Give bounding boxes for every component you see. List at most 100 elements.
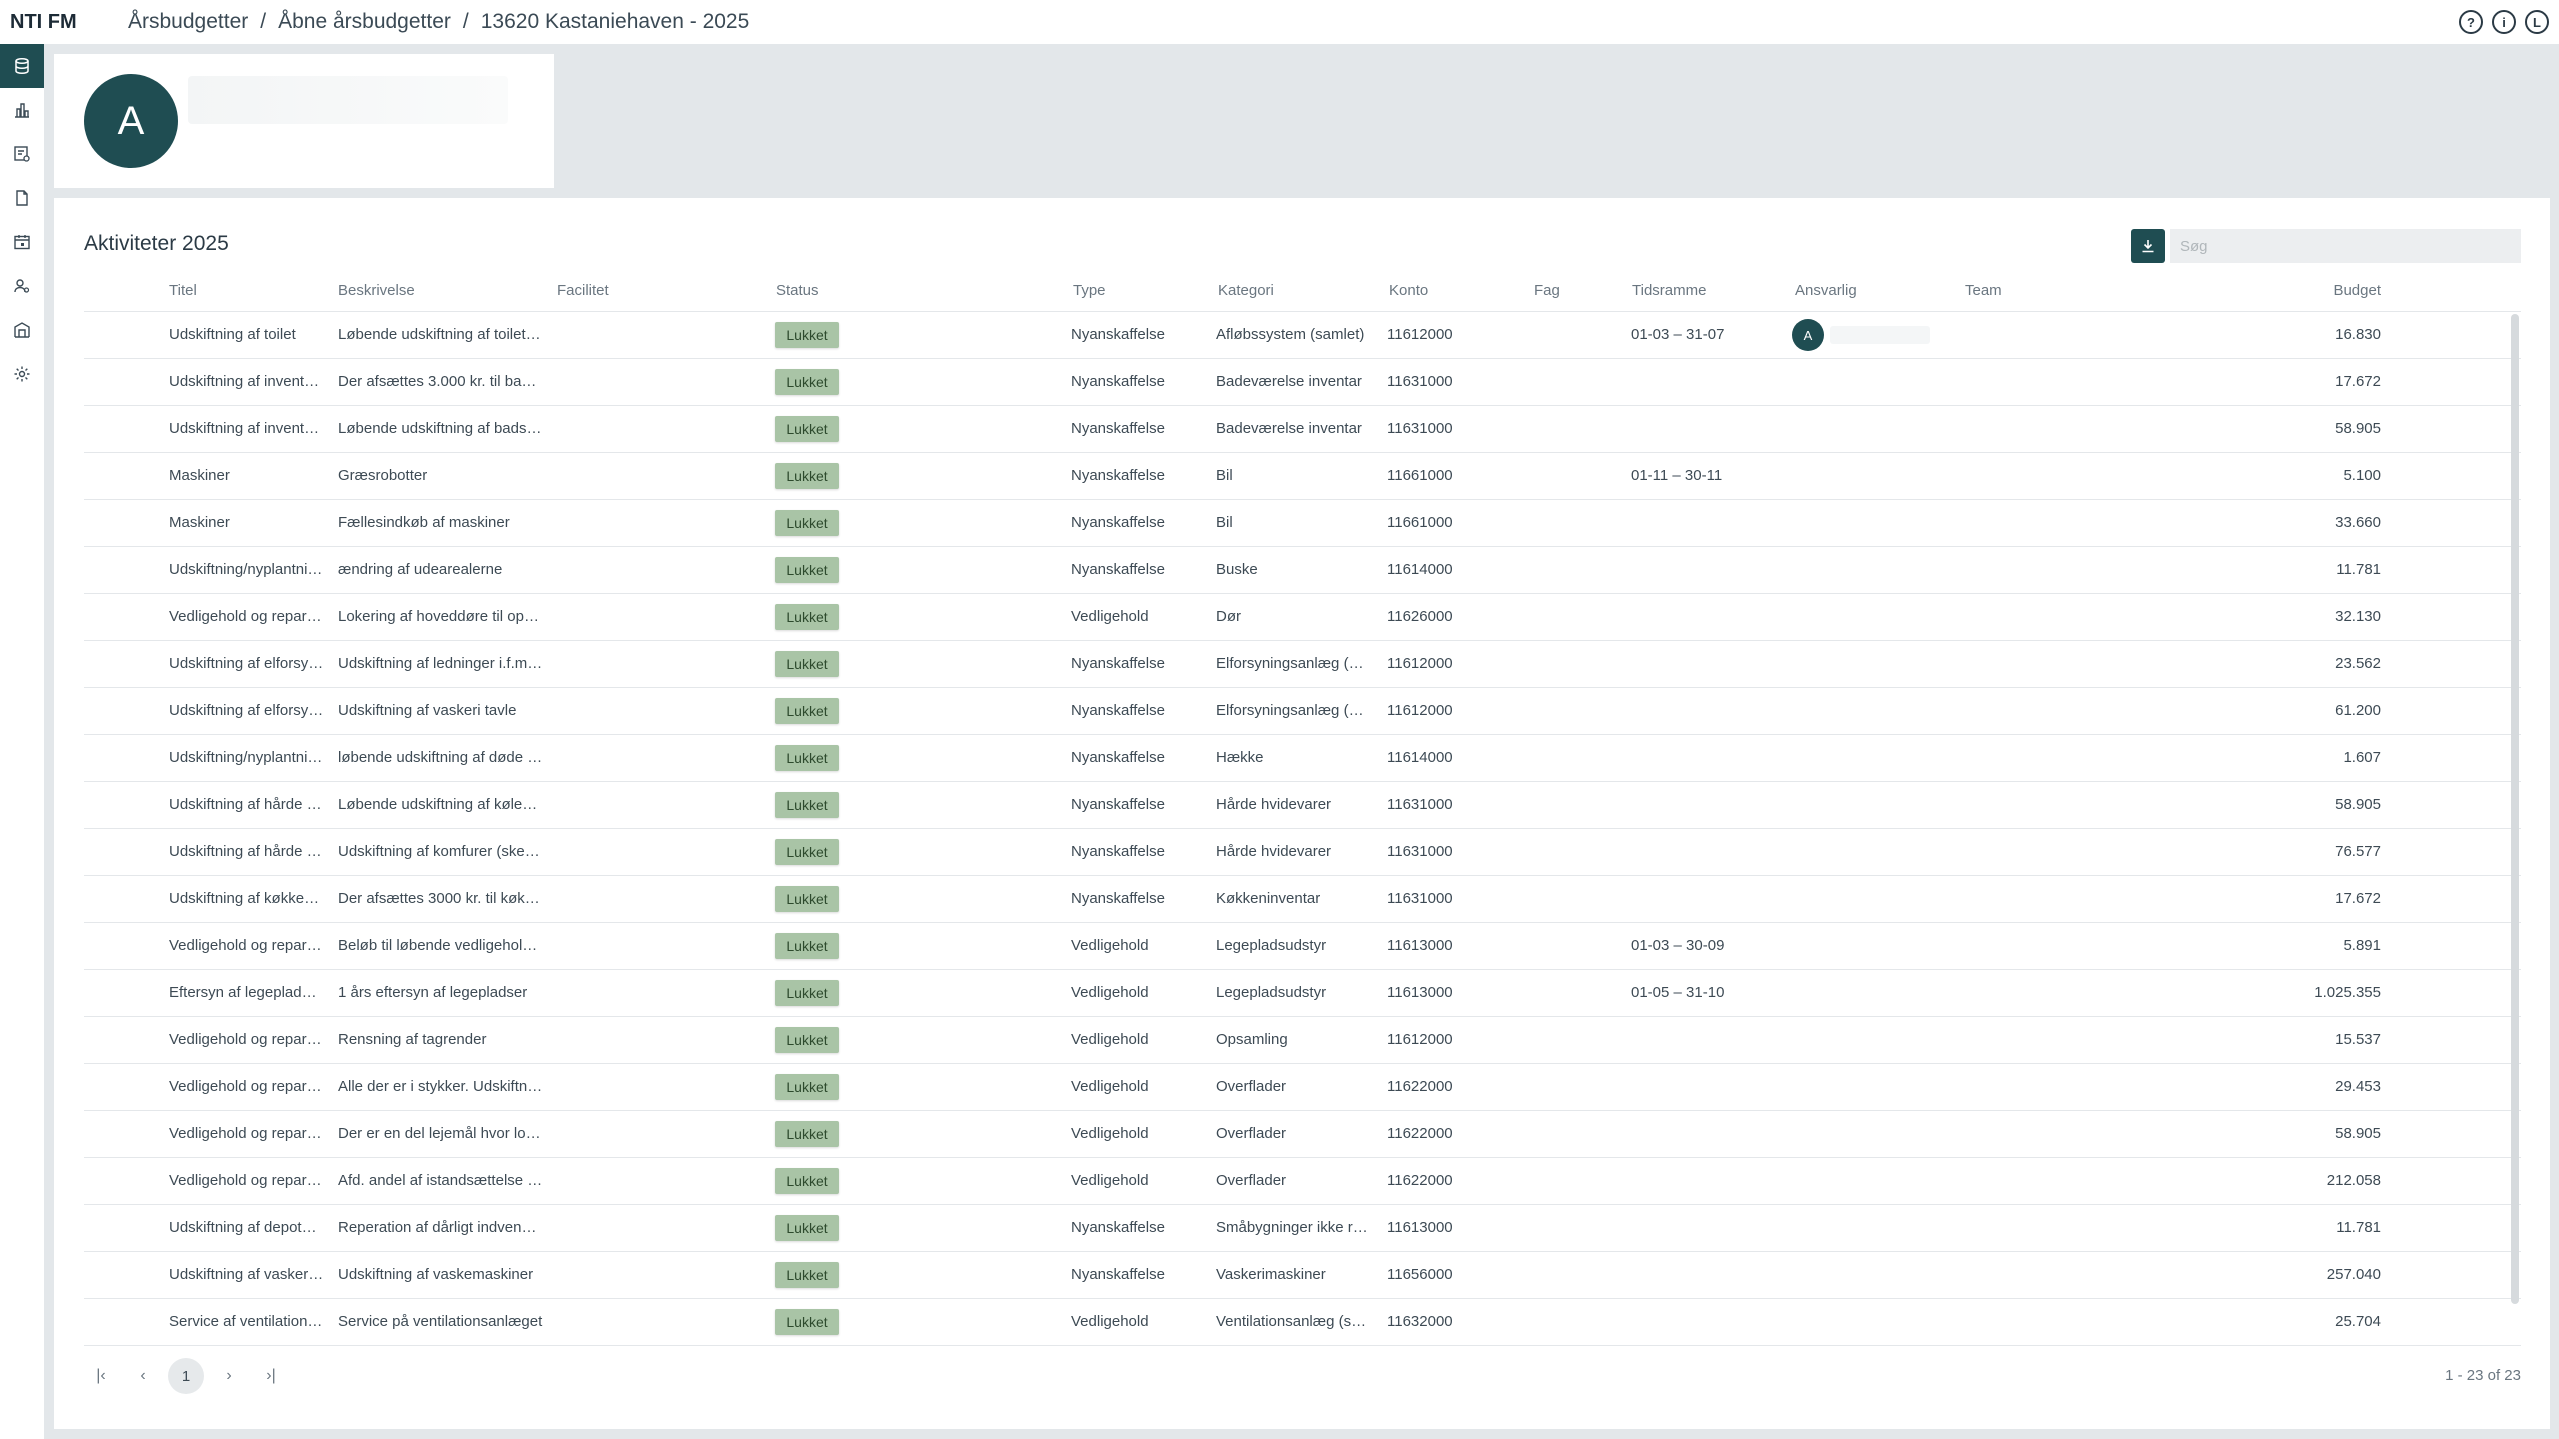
cell-type: Nyanskaffelse [1071,373,1165,390]
status-badge: Lukket [775,933,839,959]
cell-title: Vedligehold og repara... [169,937,324,954]
cell-account: 11631000 [1387,420,1453,437]
column-header-status[interactable]: Status [776,282,819,299]
table-row[interactable]: Vedligehold og repara... Afd. andel af is… [84,1158,2521,1205]
breadcrumb-item-current: 13620 Kastaniehaven - 2025 [480,10,750,33]
sidebar-item-reports[interactable] [0,88,44,132]
next-page-button[interactable]: › [226,1367,232,1384]
table-row[interactable]: Vedligehold og repara... Rensning af tagr… [84,1017,2521,1064]
table-row[interactable]: Udskiftning af elforsyn... Udskiftning af… [84,641,2521,688]
table-row[interactable]: Udskiftning/nyplantnin... ændring af udea… [84,547,2521,594]
prev-page-button[interactable]: ‹ [140,1367,146,1384]
table-row[interactable]: Service af ventilations... Service på ven… [84,1299,2521,1346]
status-badge: Lukket [775,463,839,489]
responsible-avatar[interactable]: A [1792,319,1824,351]
cell-budget: 257.040 [2326,1266,2381,1283]
cell-description: Der afsættes 3.000 kr. til bad ... [338,373,543,390]
column-header-description[interactable]: Beskrivelse [338,282,415,299]
table-row[interactable]: Maskiner Fællesindkøb af maskiner Nyanskaf… [84,500,2521,547]
cell-account: 11612000 [1387,1031,1453,1048]
sidebar-item-users[interactable] [0,264,44,308]
column-header-fag[interactable]: Fag [1534,282,1560,299]
cell-category: Bil [1216,467,1233,484]
cell-category: Badeværelse inventar [1216,420,1362,437]
breadcrumb-item-annual-budgets[interactable]: Årsbudgetter [128,10,249,33]
status-badge: Lukket [775,322,839,348]
status-badge: Lukket [775,1121,839,1147]
column-header-title[interactable]: Titel [169,282,197,299]
table-row[interactable]: Eftersyn af legepladsu... 1 års eftersyn … [84,970,2521,1017]
table-row[interactable]: Udskiftning af hårde h... Løbende udskift… [84,782,2521,829]
table-row[interactable]: Udskiftning af vaskeri... Udskiftning af … [84,1252,2521,1299]
cell-description: Service på ventilationsanlæget [338,1313,543,1330]
last-page-button[interactable]: ›| [266,1367,276,1384]
table-row[interactable]: Vedligehold og repara... Lokering af hove… [84,594,2521,641]
cell-title: Udskiftning af toilet [169,326,296,343]
column-header-account[interactable]: Konto [1389,282,1429,299]
cell-title: Vedligehold og repara... [169,1172,324,1189]
cell-description: Udskiftning af komfurer (sker l... [338,843,543,860]
column-header-type[interactable]: Type [1073,282,1106,299]
table-row[interactable]: Udskiftning af elforsyn... Udskiftning af… [84,688,2521,735]
cell-timeframe: 01-03 – 31-07 [1631,326,1725,343]
cell-type: Nyanskaffelse [1071,796,1165,813]
brand-logo[interactable]: NTI FM [10,10,77,33]
column-header-facility[interactable]: Facilitet [557,282,609,299]
cell-type: Nyanskaffelse [1071,749,1165,766]
sidebar-item-calendar[interactable] [0,220,44,264]
table-row[interactable]: Vedligehold og repara... Alle der er i st… [84,1064,2521,1111]
breadcrumb-item-open-budgets[interactable]: Åbne årsbudgetter [278,10,451,33]
first-page-button[interactable]: |‹ [96,1367,106,1384]
download-button[interactable] [2131,229,2165,263]
cell-title: Vedligehold og repara... [169,1031,324,1048]
cell-type: Nyanskaffelse [1071,890,1165,907]
user-menu-icon[interactable]: L [2525,10,2549,34]
cell-category: Hårde hvidevarer [1216,843,1332,860]
table-row[interactable]: Udskiftning af depotsk... Reperation af d… [84,1205,2521,1252]
column-header-category[interactable]: Kategori [1218,282,1274,299]
sidebar-item-tasks[interactable] [0,132,44,176]
sidebar-item-settings[interactable] [0,352,44,396]
activities-table: Titel Beskrivelse Facilitet Status Type … [84,270,2521,1346]
table-row[interactable]: Vedligehold og repara... Der er en del le… [84,1111,2521,1158]
sidebar-item-properties[interactable] [0,308,44,352]
cell-title: Udskiftning/nyplantnin... [169,561,324,578]
avatar: A [84,74,178,168]
panel-title: Aktiviteter 2025 [84,232,229,255]
column-header-responsible[interactable]: Ansvarlig [1795,282,1857,299]
info-icon[interactable]: i [2492,10,2516,34]
table-row[interactable]: Udskiftning af køkkeni... Der afsættes 30… [84,876,2521,923]
cell-type: Vedligehold [1071,1031,1149,1048]
scrollbar[interactable] [2511,314,2519,1304]
help-icon[interactable]: ? [2459,10,2483,34]
column-header-team[interactable]: Team [1965,282,2002,299]
cell-type: Nyanskaffelse [1071,514,1165,531]
sidebar-item-documents[interactable] [0,176,44,220]
cell-category: Køkkeninventar [1216,890,1321,907]
cell-account: 11613000 [1387,937,1453,954]
cell-account: 11612000 [1387,702,1453,719]
table-row[interactable]: Udskiftning af inventa... Løbende udskift… [84,406,2521,453]
cell-category: Legepladsudstyr [1216,937,1327,954]
cell-timeframe: 01-03 – 30-09 [1631,937,1725,954]
search-input[interactable] [2170,229,2521,263]
table-row[interactable]: Udskiftning af inventa... Der afsættes 3.… [84,359,2521,406]
top-icons: ? i L [2459,10,2549,34]
page-number[interactable]: 1 [168,1358,204,1394]
cell-description: Der afsættes 3000 kr. til køkk... [338,890,543,907]
cell-budget: 11.781 [2336,561,2381,578]
sidebar-item-budgets[interactable] [0,44,44,88]
cell-budget: 17.672 [2335,373,2381,390]
table-row[interactable]: Maskiner Græsrobotter Nyanskaffelse Bil 1166… [84,453,2521,500]
table-row[interactable]: Udskiftning/nyplantnin... løbende udskift… [84,735,2521,782]
pagination-count: 1 - 23 of 23 [2445,1367,2521,1384]
status-badge: Lukket [775,1168,839,1194]
table-row[interactable]: Udskiftning af toilet Løbende udskiftning… [84,312,2521,359]
table-row[interactable]: Vedligehold og repara... Beløb til løbend… [84,923,2521,970]
cell-account: 11612000 [1387,655,1453,672]
cell-category: Overflader [1216,1125,1287,1142]
table-row[interactable]: Udskiftning af hårde h... Udskiftning af … [84,829,2521,876]
column-header-timeframe[interactable]: Tidsramme [1632,282,1707,299]
column-header-budget[interactable]: Budget [2333,282,2381,299]
status-badge: Lukket [775,839,839,865]
